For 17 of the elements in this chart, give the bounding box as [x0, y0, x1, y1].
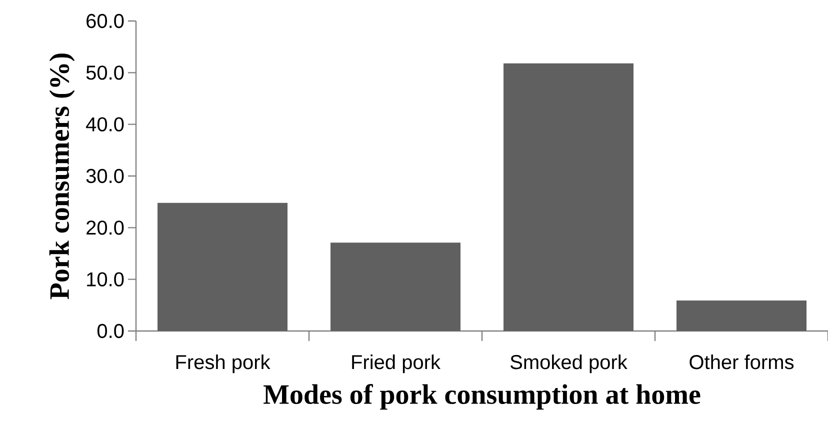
y-tick-label: 10.0 [87, 272, 124, 286]
x-tick-label: Fresh pork [176, 354, 270, 374]
y-tick-label: 40.0 [86, 117, 124, 132]
bar [504, 63, 634, 331]
y-tick-label: 50.0 [86, 66, 124, 80]
y-tick-label: 60.0 [86, 14, 124, 28]
bar [330, 242, 461, 331]
x-tick-label: Fried pork [352, 354, 441, 374]
x-axis-title: Modes of pork consumption at home [264, 384, 700, 410]
y-tick-label: 30.0 [86, 168, 124, 184]
bar [158, 202, 288, 331]
y-tick-label: 0.0 [97, 324, 124, 338]
x-tick-label: Smoked pork [510, 354, 628, 374]
x-tick-label: Other forms [690, 354, 794, 370]
y-axis-title: Pork consumers (%) [49, 54, 75, 300]
y-tick-label: 20.0 [86, 220, 124, 235]
bar [676, 300, 807, 331]
